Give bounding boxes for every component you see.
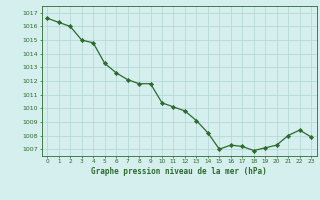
X-axis label: Graphe pression niveau de la mer (hPa): Graphe pression niveau de la mer (hPa) (91, 167, 267, 176)
